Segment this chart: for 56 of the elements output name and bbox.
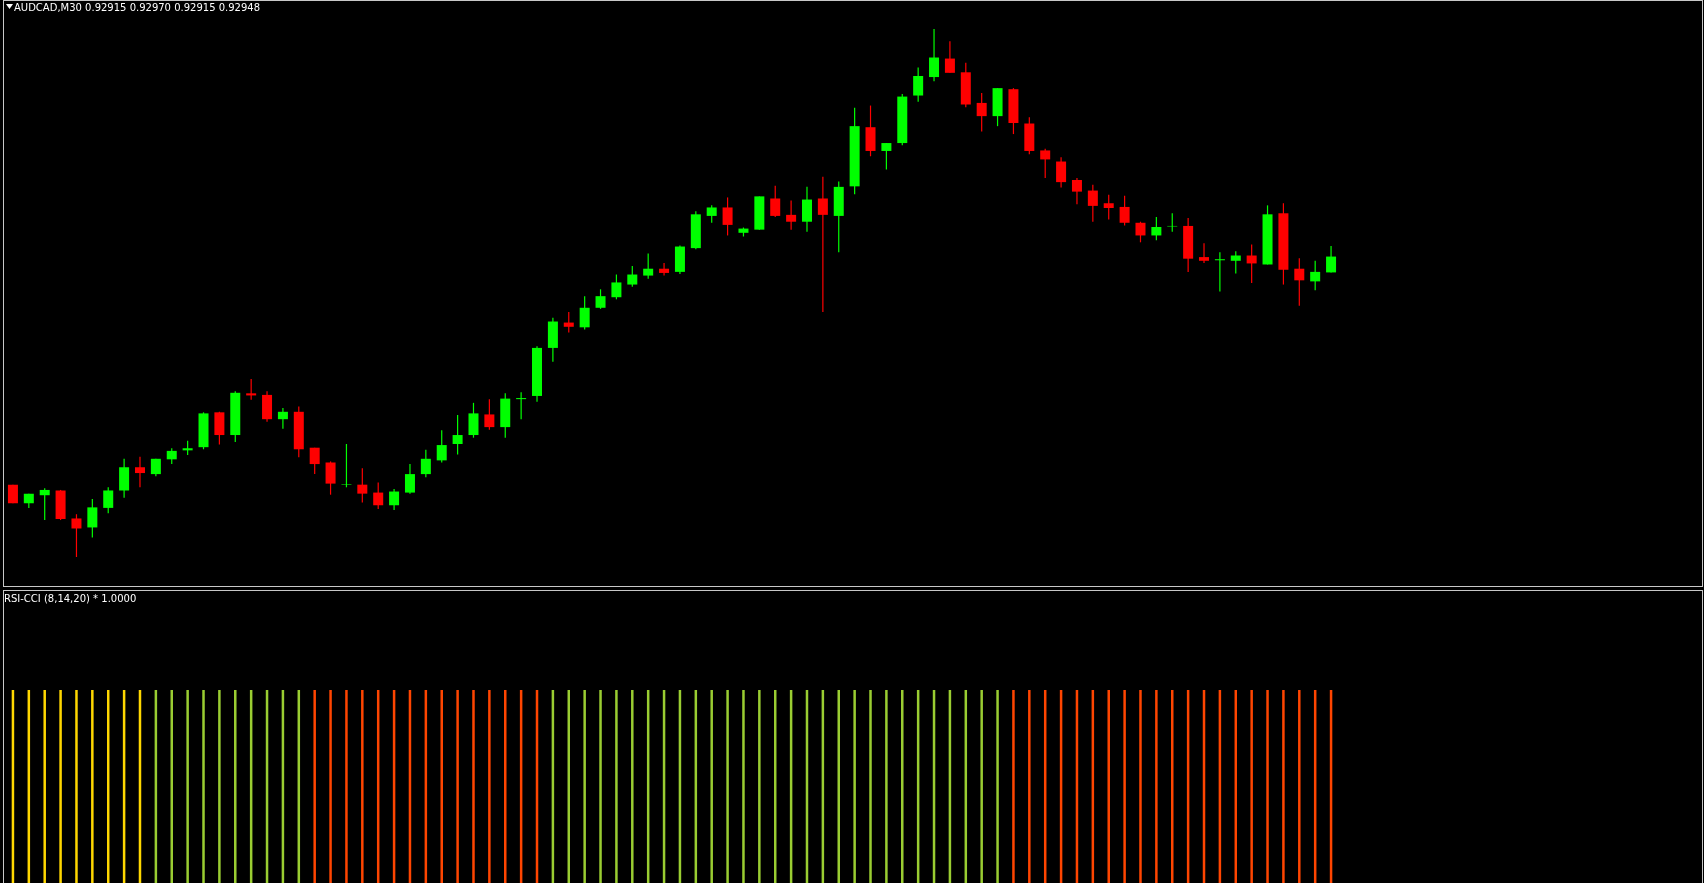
candlestick: [1087, 184, 1098, 223]
chart-title: RSI-CCI (8,14,20) * 1.0000: [4, 593, 137, 604]
candlestick: [881, 142, 892, 171]
candlestick: [341, 443, 352, 488]
candlestick: [420, 449, 431, 478]
candlestick: [389, 488, 400, 511]
candlestick: [1326, 245, 1337, 274]
candlestick: [452, 414, 463, 456]
candlestick: [659, 262, 670, 277]
candlestick: [373, 481, 384, 510]
candlestick: [817, 176, 828, 313]
candlestick: [786, 200, 797, 231]
candlestick: [865, 104, 876, 157]
candlestick: [134, 456, 145, 488]
candlestick: [595, 288, 606, 310]
candlestick: [1230, 250, 1241, 275]
candlestick: [913, 66, 924, 103]
candlestick: [1103, 194, 1114, 221]
candlestick: [976, 92, 987, 133]
candlestick: [579, 295, 590, 331]
chart-title: AUDCAD,M30 0.92915 0.92970 0.92915 0.92948: [14, 2, 261, 13]
candlestick: [722, 196, 733, 237]
candlestick: [103, 486, 114, 514]
candlestick: [214, 411, 225, 446]
candlestick: [87, 498, 98, 539]
candlestick: [1214, 251, 1225, 293]
candlestick: [39, 487, 50, 521]
candlestick: [611, 273, 622, 300]
candlestick: [770, 185, 781, 218]
candlestick: [1151, 216, 1162, 241]
candlestick: [1135, 221, 1146, 243]
candlestick: [801, 186, 812, 233]
candlestick: [1119, 195, 1130, 227]
candlestick: [1056, 156, 1067, 188]
candlestick: [944, 40, 955, 74]
candlestick: [643, 252, 654, 280]
candlestick: [484, 398, 495, 431]
candlestick: [71, 513, 82, 558]
candlestick: [1071, 177, 1082, 205]
candlestick: [627, 265, 638, 288]
candlestick: [1199, 242, 1210, 264]
candlestick: [563, 311, 574, 334]
candlestick: [436, 429, 447, 464]
candlestick: [119, 458, 130, 499]
candlestick: [357, 467, 368, 504]
candlestick: [1294, 257, 1305, 307]
candlestick: [516, 391, 527, 420]
candlestick: [325, 460, 336, 496]
candlestick: [277, 407, 288, 430]
candlestick: [929, 28, 940, 82]
candlestick: [1310, 260, 1321, 291]
candlestick: [468, 402, 479, 439]
candlestick: [309, 447, 320, 475]
candlestick: [404, 463, 415, 495]
candlestick: [246, 378, 257, 401]
candlestick: [1040, 148, 1051, 179]
